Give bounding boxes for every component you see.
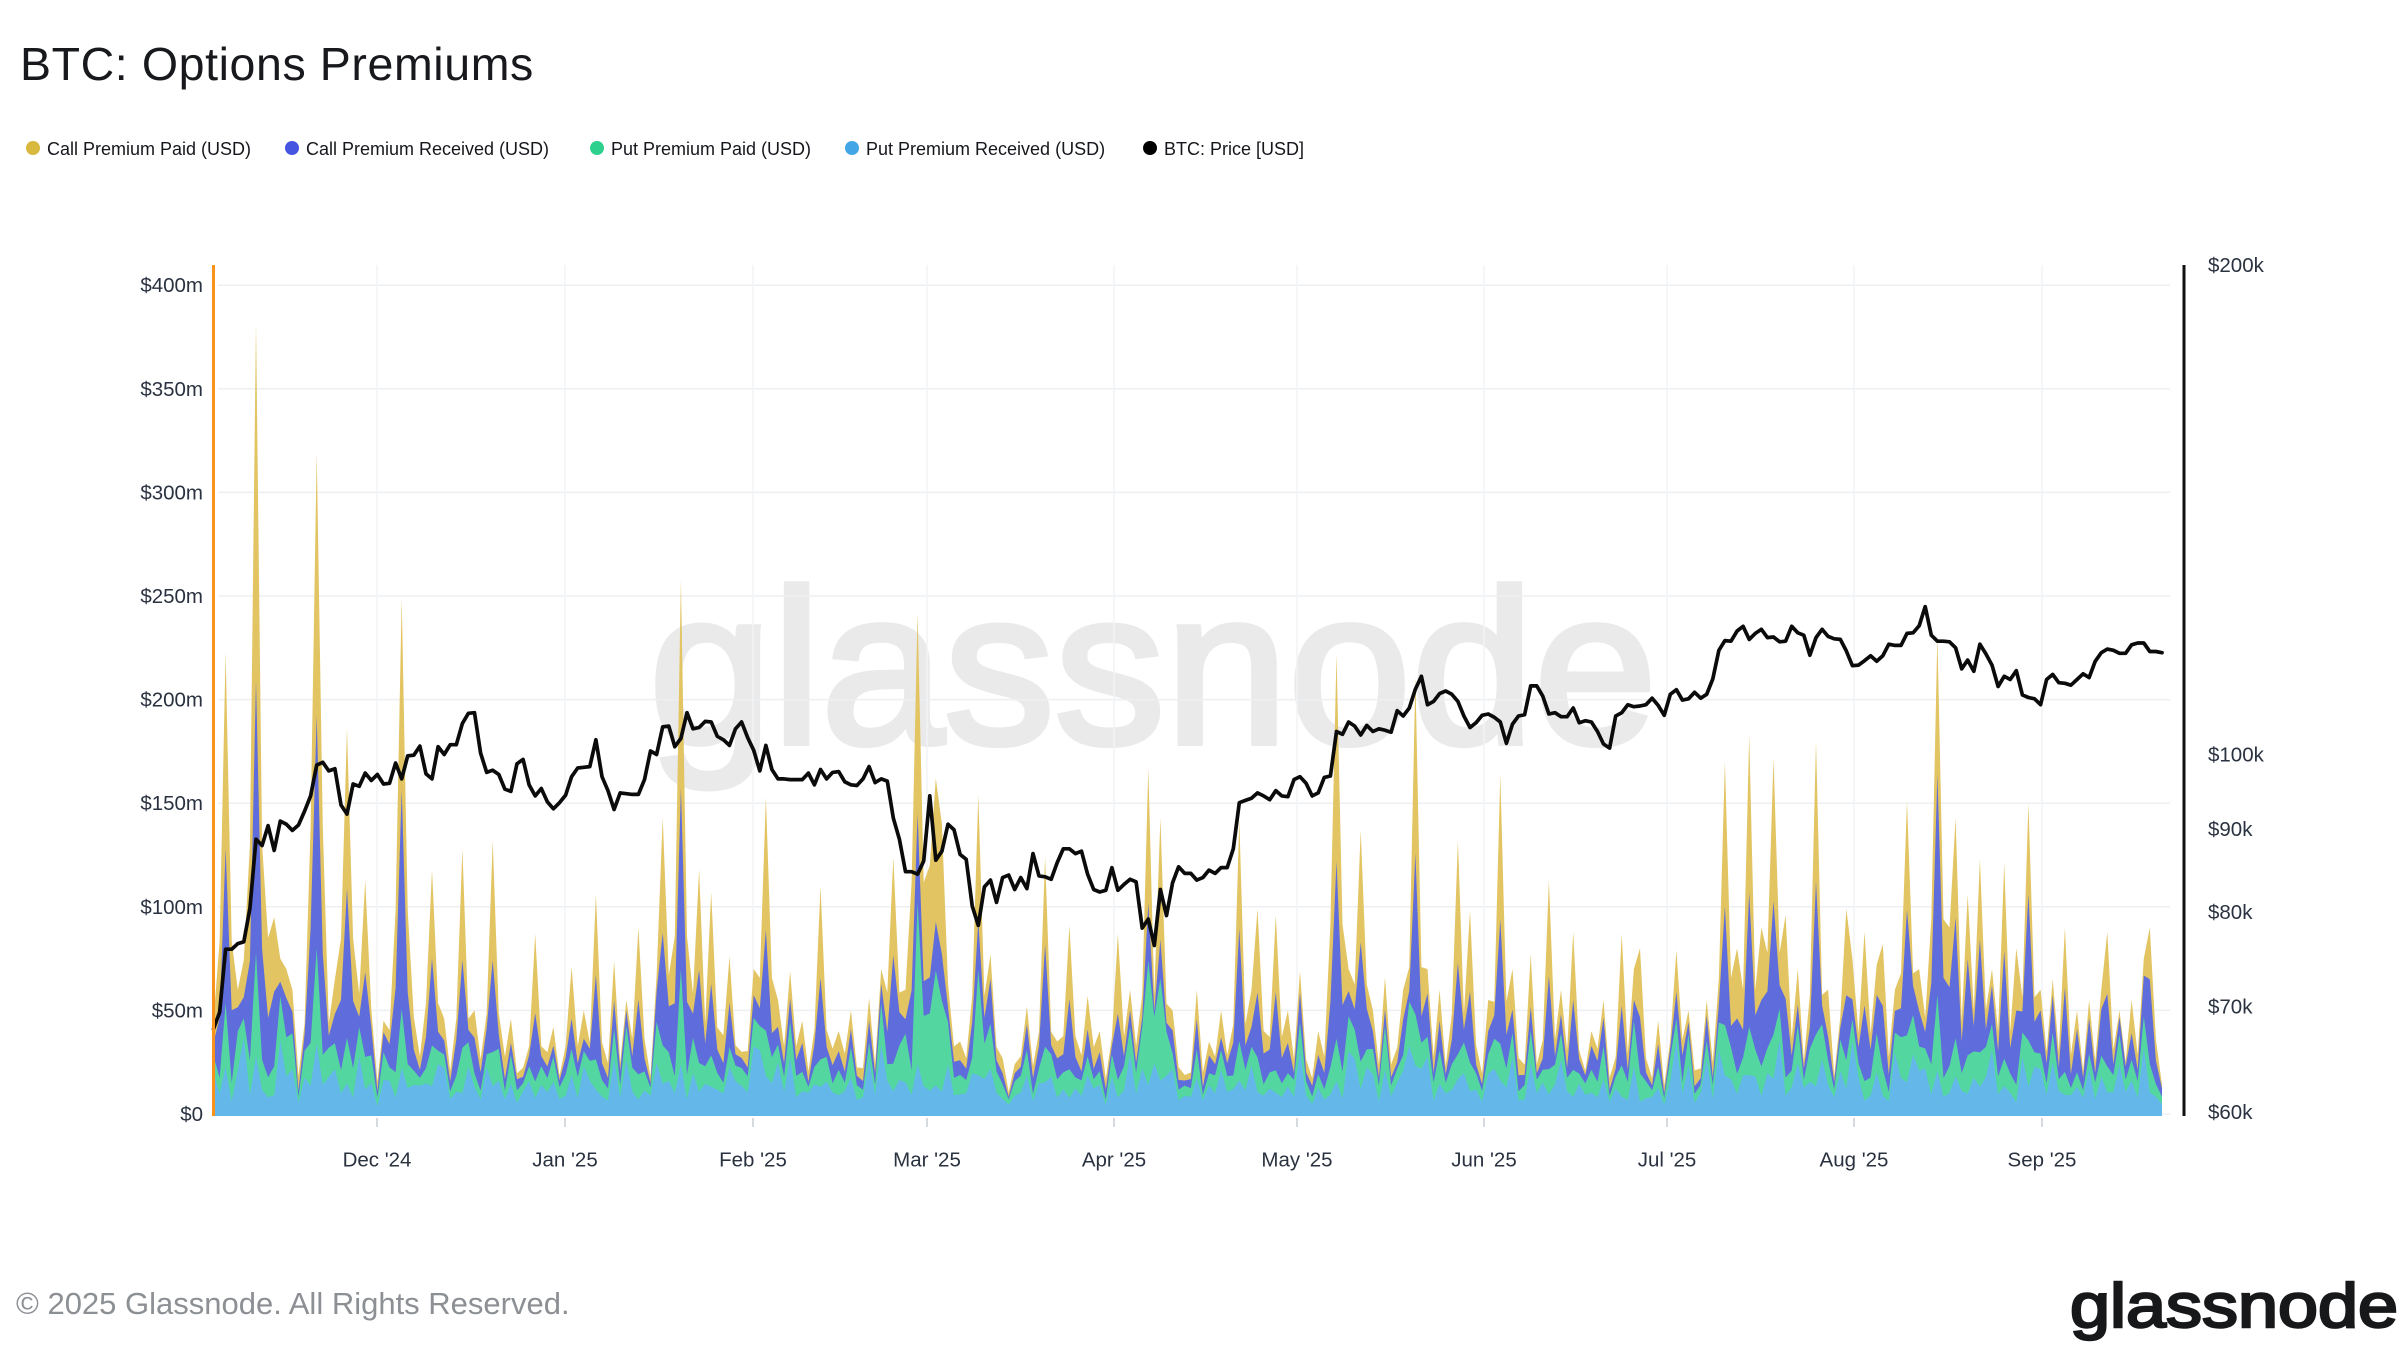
svg-text:$50m: $50m xyxy=(152,999,203,1022)
svg-text:BTC: Options Premiums: BTC: Options Premiums xyxy=(20,38,534,90)
svg-text:$70k: $70k xyxy=(2208,995,2253,1018)
svg-text:Apr '25: Apr '25 xyxy=(1082,1149,1146,1172)
svg-text:$200k: $200k xyxy=(2208,254,2265,277)
svg-text:Jan '25: Jan '25 xyxy=(532,1149,597,1172)
svg-text:$150m: $150m xyxy=(140,792,203,815)
svg-text:$80k: $80k xyxy=(2208,901,2253,924)
svg-text:$100k: $100k xyxy=(2208,744,2265,767)
svg-text:glassnode: glassnode xyxy=(2070,1272,2398,1341)
svg-text:Call Premium Received (USD): Call Premium Received (USD) xyxy=(306,139,549,159)
svg-text:$60k: $60k xyxy=(2208,1101,2253,1124)
svg-text:Aug '25: Aug '25 xyxy=(1820,1149,1889,1172)
svg-text:Jun '25: Jun '25 xyxy=(1451,1149,1516,1172)
svg-text:May '25: May '25 xyxy=(1261,1149,1332,1172)
svg-text:Feb '25: Feb '25 xyxy=(719,1149,787,1172)
svg-text:$300m: $300m xyxy=(140,481,203,504)
svg-text:$250m: $250m xyxy=(140,585,203,608)
svg-text:Mar '25: Mar '25 xyxy=(893,1149,961,1172)
svg-text:glassnode: glassnode xyxy=(649,546,1657,790)
svg-text:$200m: $200m xyxy=(140,689,203,712)
svg-text:$400m: $400m xyxy=(140,274,203,297)
svg-text:$90k: $90k xyxy=(2208,818,2253,841)
svg-text:$0: $0 xyxy=(180,1103,203,1126)
svg-text:Put Premium Received (USD): Put Premium Received (USD) xyxy=(866,139,1105,159)
svg-text:Sep '25: Sep '25 xyxy=(2008,1149,2077,1172)
svg-text:$100m: $100m xyxy=(140,896,203,919)
svg-text:BTC: Price [USD]: BTC: Price [USD] xyxy=(1164,139,1304,159)
svg-text:Put Premium Paid (USD): Put Premium Paid (USD) xyxy=(611,139,811,159)
svg-text:Jul '25: Jul '25 xyxy=(1638,1149,1697,1172)
svg-text:© 2025 Glassnode. All Rights R: © 2025 Glassnode. All Rights Reserved. xyxy=(16,1286,570,1321)
svg-text:Dec '24: Dec '24 xyxy=(343,1149,412,1172)
svg-text:$350m: $350m xyxy=(140,378,203,401)
svg-text:Call Premium Paid (USD): Call Premium Paid (USD) xyxy=(47,139,251,159)
